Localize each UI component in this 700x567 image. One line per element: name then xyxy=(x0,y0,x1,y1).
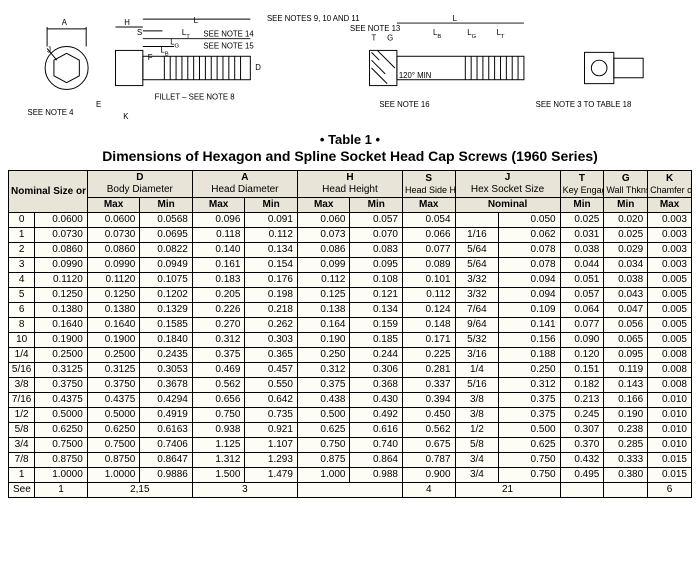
svg-text:E: E xyxy=(96,100,101,109)
hdr-G: GWall Thkns xyxy=(604,171,648,198)
table-body: 00.06000.06000.05680.0960.0910.0600.0570… xyxy=(9,213,692,483)
svg-text:SEE NOTE 3 TO TABLE 18: SEE NOTE 3 TO TABLE 18 xyxy=(536,100,632,109)
screw-diagram: J A SEE NOTE 4 E K H S L LT LG LB F D SE… xyxy=(8,8,692,128)
hdr-K: KChamfer or Radius xyxy=(648,171,692,198)
hdr-A: AHead Diameter xyxy=(192,171,297,198)
svg-text:SEE NOTE 16: SEE NOTE 16 xyxy=(379,100,429,109)
table-row: 3/40.75000.75000.74061.1251.1070.7500.74… xyxy=(9,438,692,453)
table-row: 7/80.87500.87500.86471.3121.2930.8750.86… xyxy=(9,453,692,468)
svg-text:LG: LG xyxy=(467,28,476,40)
table-row: 20.08600.08600.08220.1400.1340.0860.0830… xyxy=(9,243,692,258)
table-row: 5/160.31250.31250.30530.4690.4570.3120.3… xyxy=(9,363,692,378)
svg-text:L: L xyxy=(453,14,458,23)
table-row: 80.16400.16400.15850.2700.2620.1640.1590… xyxy=(9,318,692,333)
table-row: 1/20.50000.50000.49190.7500.7350.5000.49… xyxy=(9,408,692,423)
hdr-S: SHead Side Height xyxy=(402,171,455,198)
table-row: 7/160.43750.43750.42940.6560.6420.4380.4… xyxy=(9,393,692,408)
svg-text:G: G xyxy=(387,34,393,43)
see-notes-row: See Notes 1 2,15 3 4 21 6 xyxy=(9,483,692,498)
svg-text:A: A xyxy=(62,18,68,27)
table-row: 3/80.37500.37500.36780.5620.5500.3750.36… xyxy=(9,378,692,393)
table-row: 10.07300.07300.06950.1180.1120.0730.0700… xyxy=(9,228,692,243)
hdr-J: JHex Socket Size xyxy=(455,171,560,198)
svg-text:F: F xyxy=(148,53,153,62)
hdr-H: HHead Height xyxy=(297,171,402,198)
svg-text:LB: LB xyxy=(433,28,441,40)
svg-text:K: K xyxy=(123,112,129,121)
svg-text:120° MIN: 120° MIN xyxy=(399,71,432,80)
svg-text:D: D xyxy=(255,63,261,72)
hdr-T: TKey Engagmt xyxy=(560,171,604,198)
svg-text:H: H xyxy=(124,18,130,27)
svg-text:SEE NOTE 15: SEE NOTE 15 xyxy=(203,41,254,50)
svg-text:T: T xyxy=(371,34,376,43)
table-row: 1/40.25000.25000.24350.3750.3650.2500.24… xyxy=(9,348,692,363)
svg-text:FILLET – SEE NOTE 8: FILLET – SEE NOTE 8 xyxy=(155,92,235,101)
table-row: 30.09900.09900.09490.1610.1540.0990.0950… xyxy=(9,258,692,273)
table-row: 40.11200.11200.10750.1830.1760.1120.1080… xyxy=(9,273,692,288)
svg-text:SEE NOTES 9, 10 AND 11: SEE NOTES 9, 10 AND 11 xyxy=(267,14,360,23)
svg-text:SEE NOTE 14: SEE NOTE 14 xyxy=(203,30,254,39)
hdr-D: DBody Diameter xyxy=(87,171,192,198)
table-row: 60.13800.13800.13290.2260.2180.1380.1340… xyxy=(9,303,692,318)
dimensions-table: Nominal Size or Basic Screw Diameter DBo… xyxy=(8,170,692,498)
table-caption: • Table 1 • xyxy=(8,132,692,147)
svg-text:SEE NOTE 4: SEE NOTE 4 xyxy=(28,108,75,117)
svg-text:LG: LG xyxy=(170,38,179,50)
table-row: 50.12500.12500.12020.2050.1980.1250.1210… xyxy=(9,288,692,303)
svg-text:L: L xyxy=(194,16,199,25)
svg-text:LB: LB xyxy=(160,45,168,57)
table-row: 5/80.62500.62500.61630.9380.9210.6250.61… xyxy=(9,423,692,438)
hdr-nominal: Nominal Size or Basic Screw Diameter xyxy=(9,171,88,213)
table-title: Dimensions of Hexagon and Spline Socket … xyxy=(8,148,692,164)
svg-text:LT: LT xyxy=(497,28,505,40)
table-row: 00.06000.06000.05680.0960.0910.0600.0570… xyxy=(9,213,692,228)
svg-text:S: S xyxy=(137,28,142,37)
table-row: 100.19000.19000.18400.3120.3030.1900.185… xyxy=(9,333,692,348)
table-header: Nominal Size or Basic Screw Diameter DBo… xyxy=(9,171,692,213)
svg-text:LT: LT xyxy=(182,28,190,40)
table-row: 11.00001.00000.98861.5001.4791.0000.9880… xyxy=(9,468,692,483)
svg-text:SEE NOTE 13: SEE NOTE 13 xyxy=(350,24,400,33)
